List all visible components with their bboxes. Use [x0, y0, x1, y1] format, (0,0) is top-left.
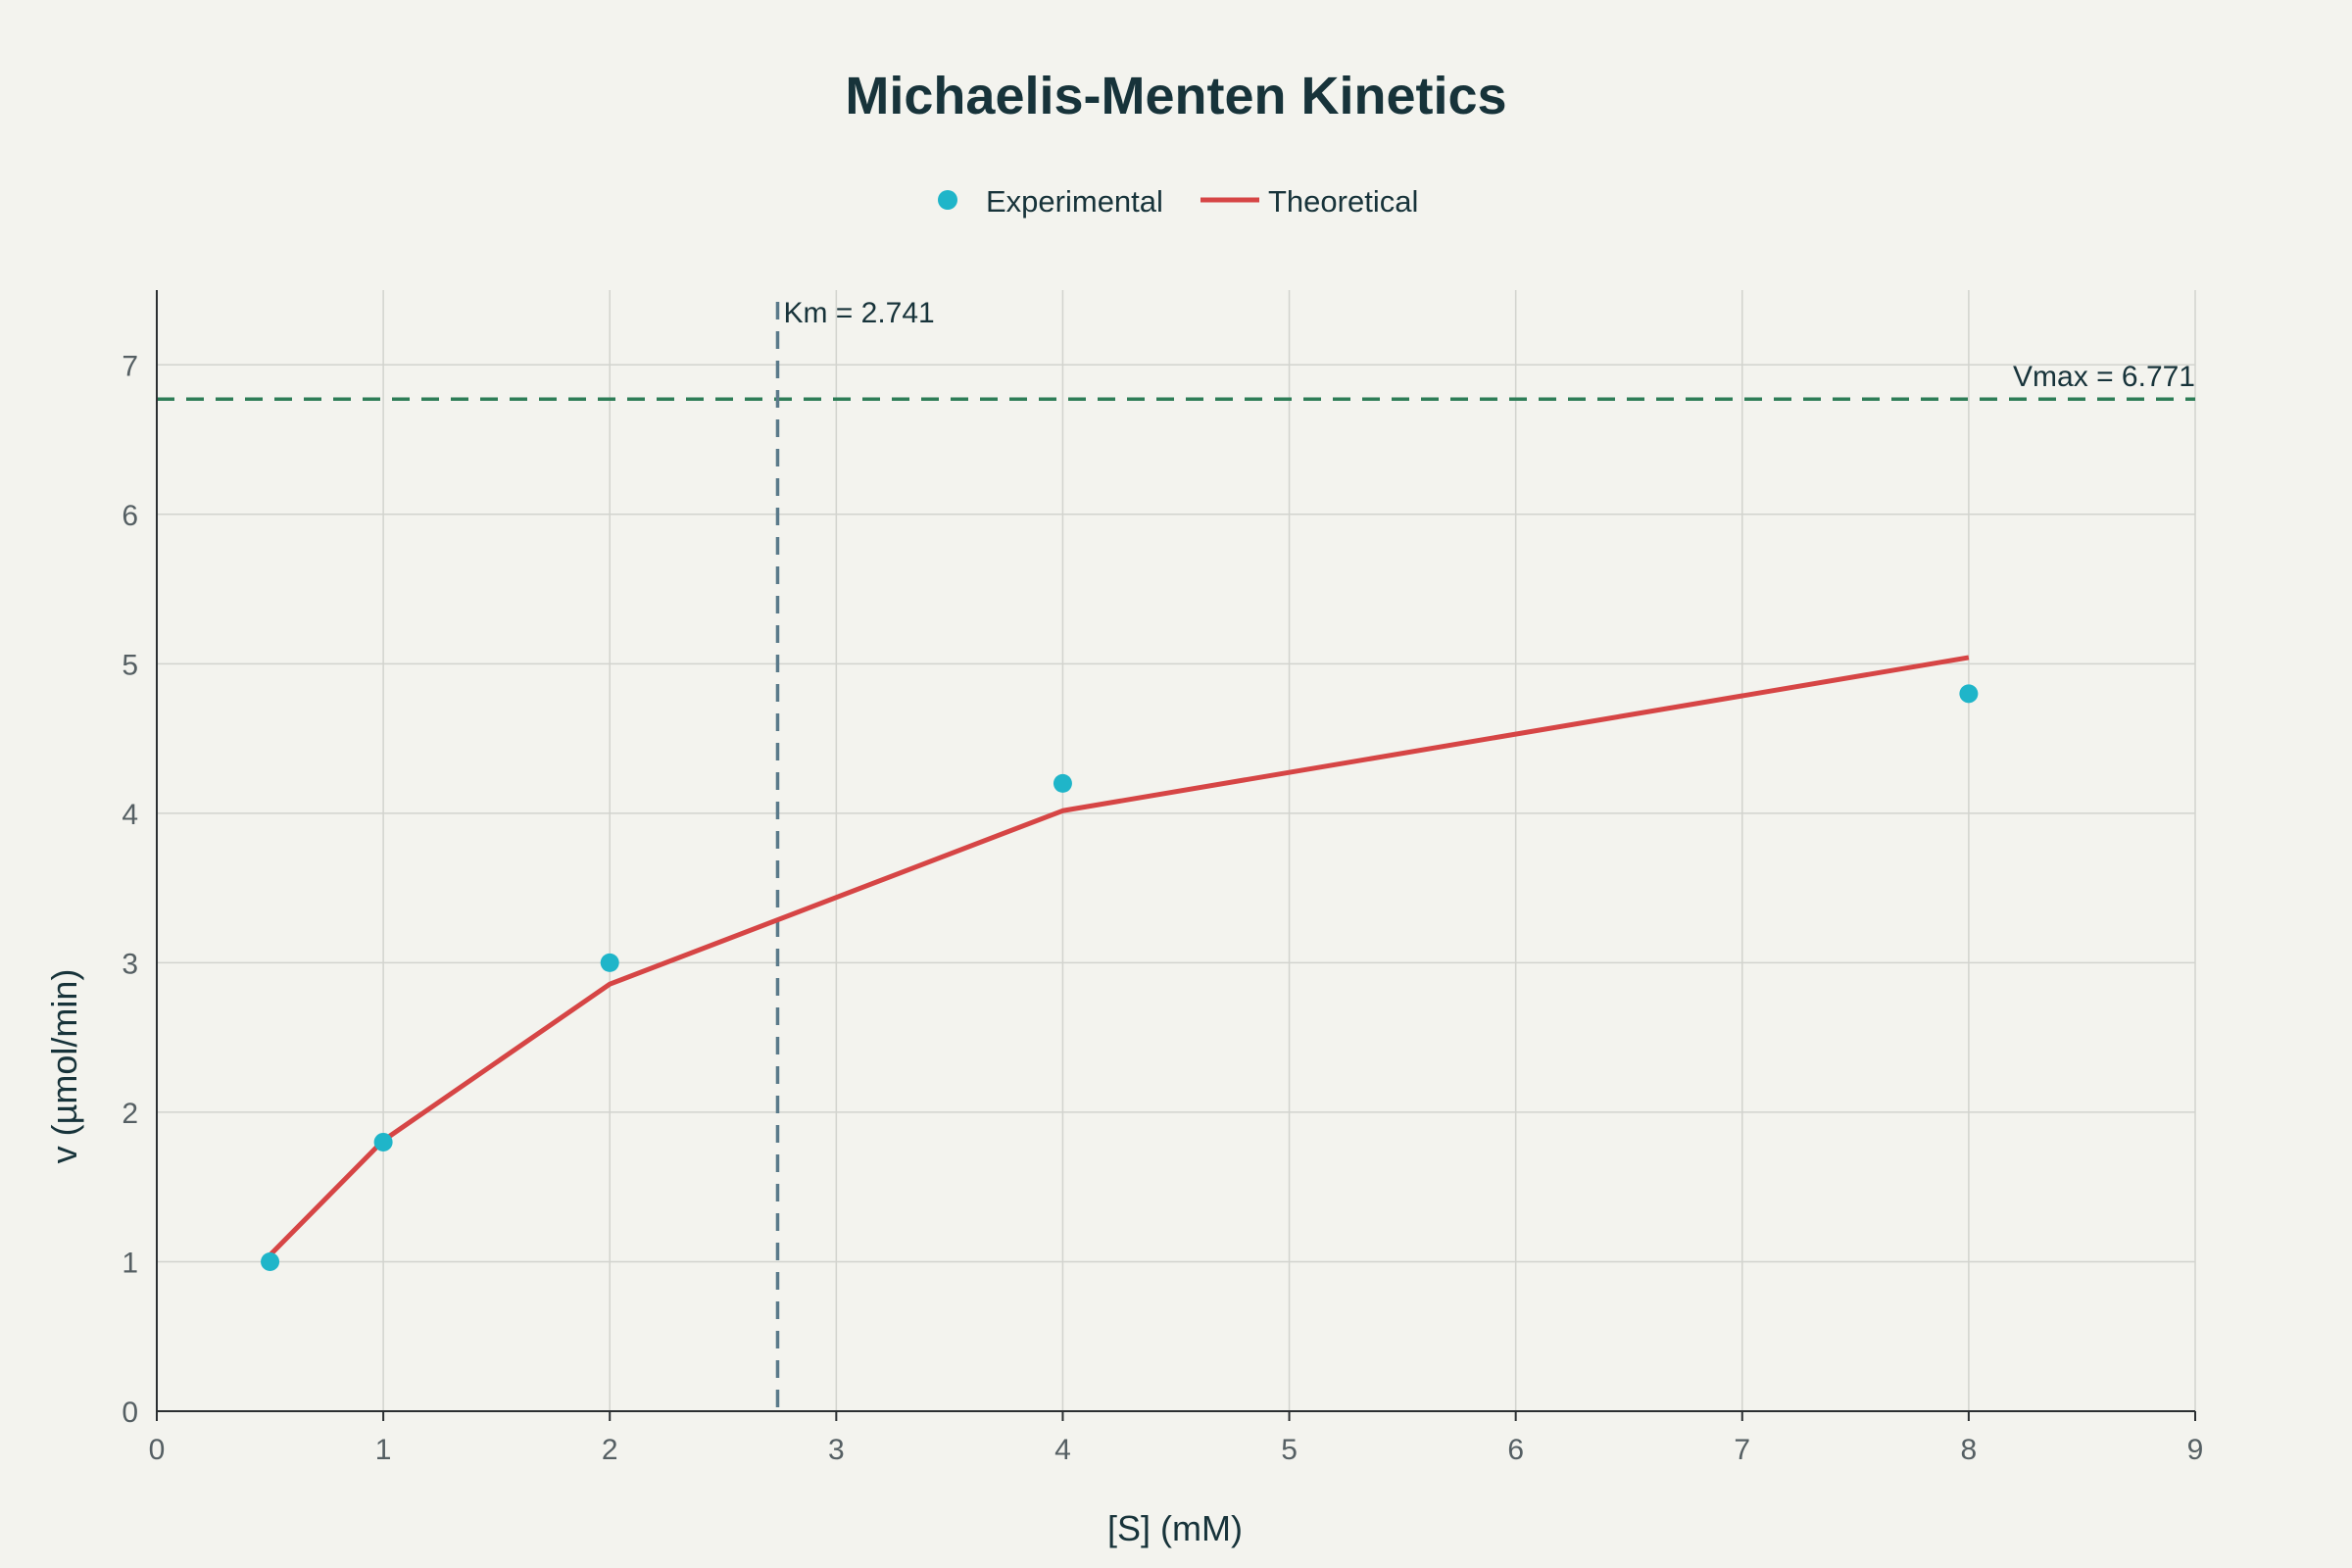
- legend: Experimental Theoretical: [938, 184, 1418, 219]
- y-tick-label: 1: [122, 1247, 138, 1279]
- x-tick-label: 0: [149, 1434, 166, 1466]
- x-tick-label: 3: [828, 1434, 845, 1466]
- legend-marker-experimental: [938, 190, 957, 210]
- km-annotation: Km = 2.741: [783, 297, 934, 329]
- legend-item-theoretical[interactable]: Theoretical: [1200, 184, 1418, 219]
- y-tick-label: 6: [122, 500, 138, 532]
- legend-label-experimental: Experimental: [986, 184, 1163, 219]
- reference-lines: [157, 302, 2195, 1411]
- x-tick-label: 2: [602, 1434, 618, 1466]
- experimental-series: [261, 684, 1979, 1271]
- data-point[interactable]: [1959, 684, 1979, 704]
- x-tick-label: 6: [1507, 1434, 1524, 1466]
- x-tick-label: 1: [375, 1434, 392, 1466]
- x-tick-label: 4: [1054, 1434, 1071, 1466]
- data-point[interactable]: [1053, 773, 1072, 793]
- chart-title: Michaelis-Menten Kinetics: [845, 67, 1506, 125]
- data-point[interactable]: [373, 1132, 393, 1152]
- theoretical-line: [268, 655, 1970, 1257]
- axes: [156, 290, 2195, 1412]
- x-tick-label: 8: [1961, 1434, 1978, 1466]
- y-tick-label: 5: [122, 649, 138, 681]
- theoretical-series: [268, 655, 1970, 1257]
- y-tick-label: 0: [122, 1396, 138, 1429]
- x-tick-label: 7: [1734, 1434, 1750, 1466]
- y-tick-label: 2: [122, 1098, 138, 1130]
- y-tick-label: 3: [122, 948, 138, 980]
- gridlines: [157, 290, 2196, 1411]
- tick-labels: 0 1 2 3 4 5 6 7 8 9 0 1 2 3 4 5 6 7: [122, 350, 2203, 1466]
- legend-label-theoretical: Theoretical: [1268, 184, 1418, 219]
- x-tick-label: 9: [2187, 1434, 2204, 1466]
- vmax-annotation: Vmax = 6.771: [2013, 361, 2195, 393]
- x-axis-title: [S] (mM): [1107, 1508, 1243, 1548]
- y-axis-title: v (µmol/min): [44, 969, 84, 1164]
- x-tick-label: 5: [1281, 1434, 1298, 1466]
- data-point[interactable]: [600, 953, 619, 972]
- y-tick-label: 4: [122, 799, 138, 831]
- legend-item-experimental[interactable]: Experimental: [938, 184, 1163, 219]
- data-point[interactable]: [261, 1251, 280, 1271]
- y-tick-label: 7: [122, 350, 138, 382]
